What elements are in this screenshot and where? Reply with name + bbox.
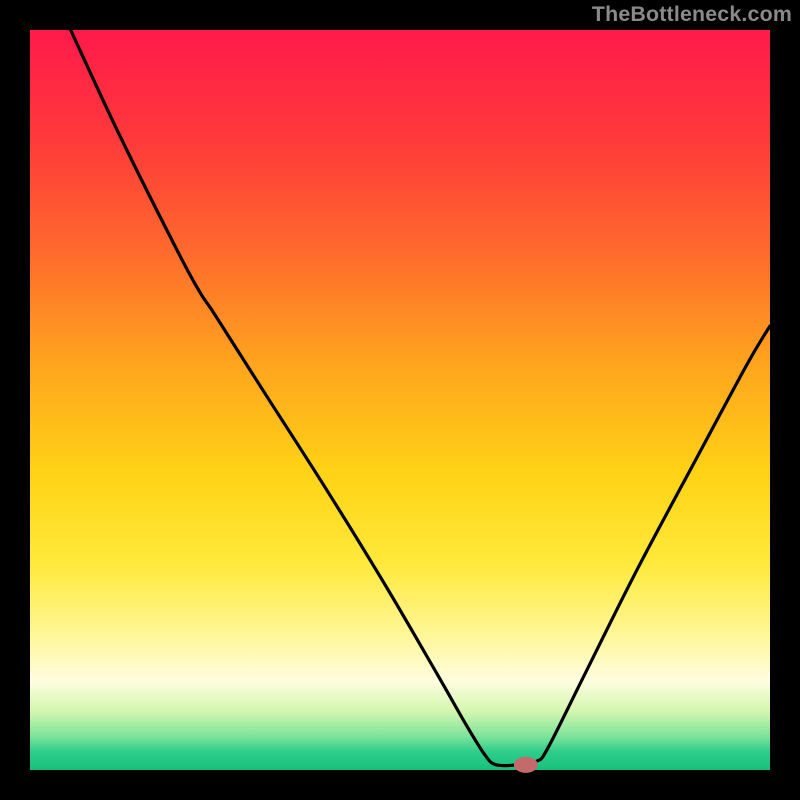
bottleneck-chart [0,0,800,800]
optimal-point-marker [514,757,538,773]
plot-background [30,30,770,770]
watermark-label: TheBottleneck.com [592,2,792,27]
chart-stage: TheBottleneck.com [0,0,800,800]
